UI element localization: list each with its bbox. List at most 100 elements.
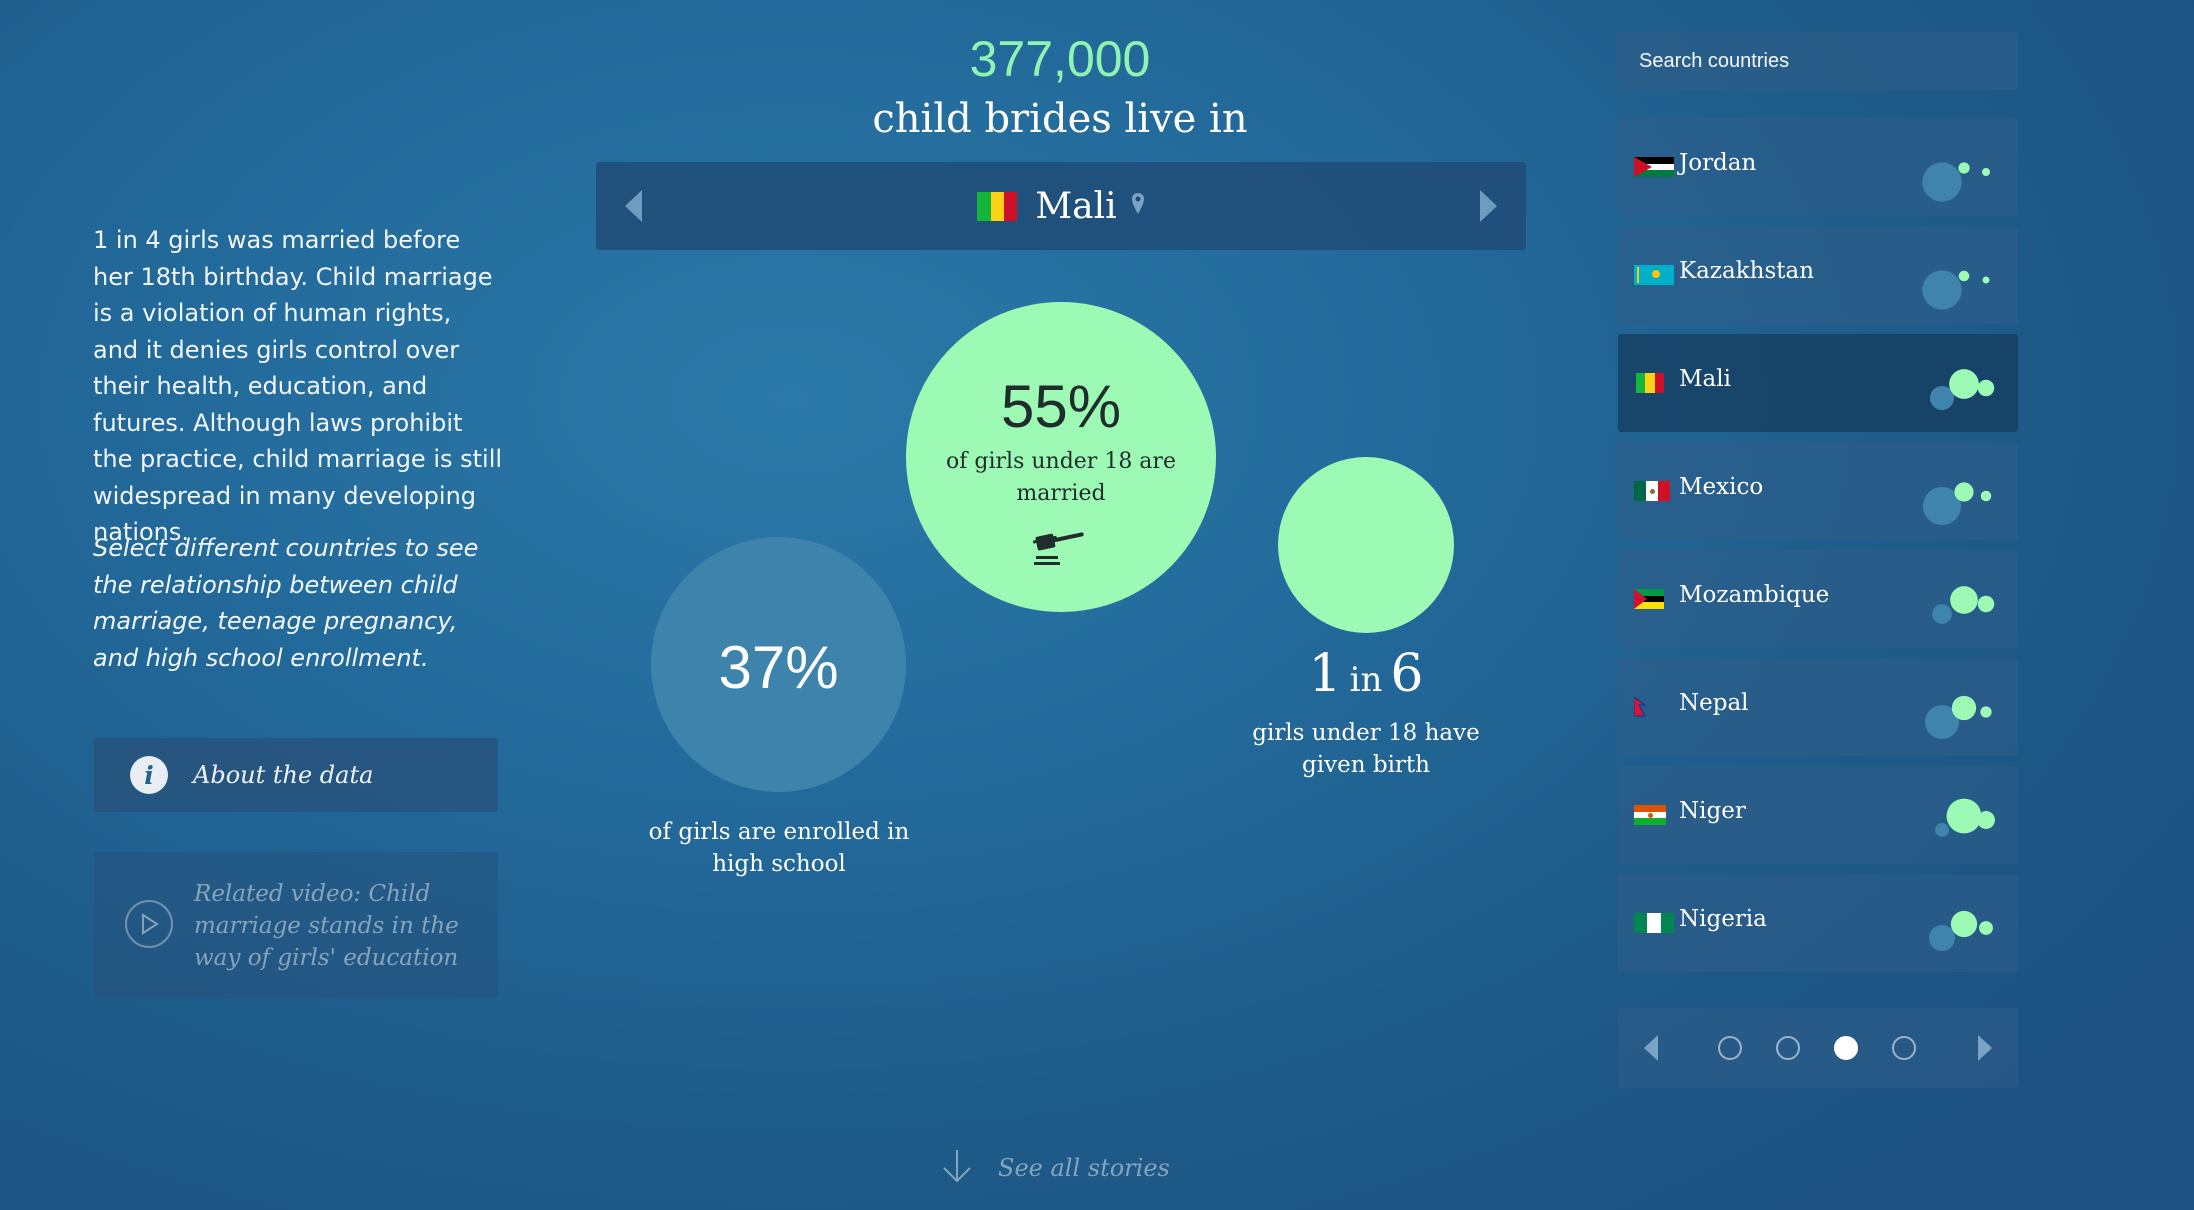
- mini-birth-bubble: [1980, 706, 1992, 718]
- headline-subtitle: child brides live in: [872, 96, 1248, 142]
- birth-ratio-denominator: 6: [1390, 644, 1424, 704]
- country-name: Jordan: [1679, 150, 1757, 176]
- mini-school-bubble: [1929, 385, 1955, 411]
- flag-stripe: [1634, 170, 1674, 177]
- mini-school-bubble: [1922, 486, 1962, 526]
- chevron-left-icon: [625, 190, 642, 222]
- mini-birth-bubble: [1977, 595, 1995, 613]
- chevron-right-icon: [1978, 1035, 1992, 1061]
- see-all-stories-label: See all stories: [998, 1154, 1170, 1182]
- country-name: Niger: [1679, 798, 1746, 824]
- mali-flag-icon: [1636, 373, 1664, 393]
- mini-birth-bubble: [1977, 379, 1995, 397]
- flag-stripe: [1660, 913, 1674, 933]
- country-item-nigeria[interactable]: Nigeria: [1618, 874, 2018, 972]
- flag-stripe: [1634, 805, 1666, 812]
- info-icon: i: [130, 756, 168, 794]
- birth-bubble: [1278, 457, 1454, 633]
- mini-birth-bubble: [1979, 921, 1993, 935]
- country-selector: Mali: [596, 162, 1526, 250]
- mini-birth-bubble: [1977, 811, 1995, 829]
- mini-school-bubble: [1935, 823, 1949, 837]
- mini-married-bubble: [1946, 798, 1982, 834]
- gavel-icon: [1032, 528, 1090, 572]
- flag-stripe: [1654, 373, 1664, 393]
- country-name: Kazakhstan: [1679, 258, 1815, 284]
- page-dot-1[interactable]: [1718, 1036, 1742, 1060]
- country-mini-chart: [1932, 586, 1995, 624]
- country-mini-chart: [1924, 695, 1992, 740]
- mini-married-bubble: [1949, 369, 1979, 399]
- country-name: Nigeria: [1679, 906, 1767, 932]
- flag-triangle: [1634, 589, 1647, 609]
- play-icon: [125, 900, 173, 948]
- country-item-mexico[interactable]: Mexico: [1618, 442, 2018, 540]
- next-page-button[interactable]: [1976, 1033, 1994, 1067]
- country-search-input[interactable]: [1618, 32, 2018, 90]
- country-item-jordan[interactable]: Jordan: [1618, 118, 2018, 216]
- flag-stripe: [1636, 373, 1646, 393]
- birth-ratio-in: in: [1349, 660, 1383, 700]
- flag-stripe: [1634, 913, 1648, 933]
- country-mini-chart: [1935, 798, 1995, 837]
- mini-school-bubble: [1922, 270, 1962, 310]
- flag-stripe: [977, 191, 991, 221]
- flag-stripe: [1634, 589, 1664, 596]
- mini-married-bubble: [1950, 586, 1978, 614]
- prev-page-button[interactable]: [1642, 1033, 1660, 1067]
- mali-flag-icon: [977, 191, 1018, 221]
- country-item-mozambique[interactable]: Mozambique: [1618, 550, 2018, 648]
- related-video-button[interactable]: Related video: Child marriage stands in …: [94, 852, 498, 998]
- nepal-flag-icon: [1633, 696, 1647, 717]
- country-name: Mozambique: [1679, 582, 1830, 608]
- country-mini-chart: [1922, 270, 1990, 310]
- country-item-kazakhstan[interactable]: Kazakhstan: [1618, 226, 2018, 324]
- flag-stripe: [1634, 811, 1666, 819]
- flag-stripe: [1646, 481, 1658, 501]
- mini-school-bubble: [1932, 604, 1952, 624]
- page-dot-2[interactable]: [1776, 1036, 1800, 1060]
- flag-stripe: [1634, 481, 1646, 501]
- page-dot-4[interactable]: [1892, 1036, 1916, 1060]
- country-item-mali[interactable]: Mali: [1618, 334, 2018, 432]
- mexico-flag-icon: [1634, 481, 1670, 501]
- flag-stripe: [1645, 373, 1655, 393]
- flag-stripe: [1634, 818, 1666, 825]
- birth-ratio: 1 in 6: [1230, 644, 1502, 704]
- mini-birth-bubble: [1980, 490, 1992, 502]
- about-data-button[interactable]: i About the data: [94, 738, 498, 812]
- country-item-nepal[interactable]: Nepal: [1618, 658, 2018, 756]
- country-pagination: [1618, 1008, 2018, 1088]
- country-mini-chart: [1928, 910, 1993, 952]
- mini-school-bubble: [1928, 924, 1956, 952]
- country-item-niger[interactable]: Niger: [1618, 766, 2018, 864]
- prev-country-button[interactable]: [622, 188, 644, 228]
- country-name: Mali: [1679, 366, 1731, 392]
- school-percent: 37%: [718, 634, 839, 701]
- page-dot-3[interactable]: [1834, 1036, 1858, 1060]
- flag-stripe: [1634, 602, 1664, 609]
- arrow-down-icon: [940, 1148, 974, 1188]
- flag-emblem: [1647, 812, 1653, 818]
- next-country-button[interactable]: [1478, 188, 1500, 228]
- child-brides-count: 377,000: [969, 31, 1151, 87]
- birth-ratio-numerator: 1: [1308, 644, 1342, 704]
- kazakhstan-flag-icon: [1634, 265, 1674, 285]
- nigeria-flag-icon: [1634, 913, 1674, 933]
- mini-married-bubble: [1951, 695, 1977, 721]
- flag-sun: [1637, 267, 1660, 283]
- flag-stripe: [1634, 163, 1674, 171]
- country-mini-chart: [1922, 482, 1992, 526]
- chevron-left-icon: [1644, 1035, 1658, 1061]
- related-video-label: Related video: Child marriage stands in …: [194, 881, 459, 971]
- mini-married-bubble: [1950, 910, 1978, 938]
- mini-birth-bubble: [1982, 168, 1990, 176]
- country-name: Nepal: [1679, 690, 1749, 716]
- flag-stripe: [1634, 157, 1674, 164]
- flag-stripe: [990, 191, 1004, 221]
- chevron-right-icon: [1480, 190, 1497, 222]
- married-label: of girls under 18 are married: [946, 449, 1176, 506]
- mini-married-bubble: [1954, 482, 1974, 502]
- see-all-stories-link[interactable]: See all stories: [940, 1148, 1170, 1188]
- flag-stripe: [1003, 191, 1018, 221]
